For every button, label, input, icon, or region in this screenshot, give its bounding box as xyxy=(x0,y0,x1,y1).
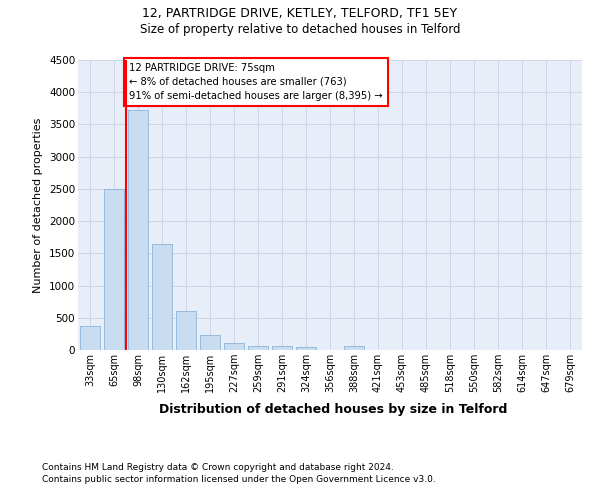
Text: 12 PARTRIDGE DRIVE: 75sqm
← 8% of detached houses are smaller (763)
91% of semi-: 12 PARTRIDGE DRIVE: 75sqm ← 8% of detach… xyxy=(129,62,383,100)
Text: Contains public sector information licensed under the Open Government Licence v3: Contains public sector information licen… xyxy=(42,475,436,484)
Bar xyxy=(248,346,268,350)
Bar xyxy=(128,110,148,350)
Text: Size of property relative to detached houses in Telford: Size of property relative to detached ho… xyxy=(140,22,460,36)
Text: Distribution of detached houses by size in Telford: Distribution of detached houses by size … xyxy=(159,402,507,415)
Bar xyxy=(152,244,172,350)
Bar xyxy=(344,346,364,350)
Bar xyxy=(80,326,100,350)
Bar xyxy=(176,312,196,350)
Bar xyxy=(104,189,124,350)
Bar xyxy=(224,343,244,350)
Bar xyxy=(296,347,316,350)
Bar xyxy=(272,346,292,350)
Text: 12, PARTRIDGE DRIVE, KETLEY, TELFORD, TF1 5EY: 12, PARTRIDGE DRIVE, KETLEY, TELFORD, TF… xyxy=(142,8,458,20)
Bar xyxy=(200,335,220,350)
Text: Contains HM Land Registry data © Crown copyright and database right 2024.: Contains HM Land Registry data © Crown c… xyxy=(42,462,394,471)
Y-axis label: Number of detached properties: Number of detached properties xyxy=(34,118,43,292)
